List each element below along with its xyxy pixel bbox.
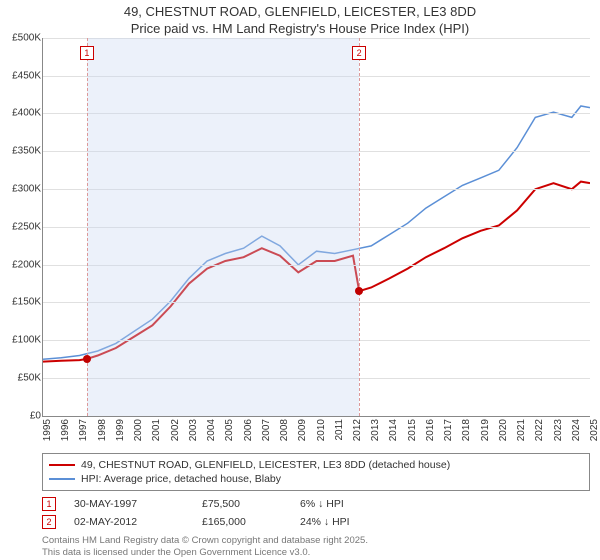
marker-label-2: 2	[352, 46, 366, 60]
transaction-date: 30-MAY-1997	[74, 498, 184, 510]
xtick-label: 2001	[151, 419, 162, 441]
ytick-label: £350K	[1, 146, 41, 157]
xtick-label: 2002	[170, 419, 181, 441]
xtick-label: 2023	[553, 419, 564, 441]
marker-label-1: 1	[80, 46, 94, 60]
xtick-label: 2006	[243, 419, 254, 441]
ytick-label: £500K	[1, 32, 41, 43]
xtick-label: 2005	[224, 419, 235, 441]
title-line-2: Price paid vs. HM Land Registry's House …	[0, 21, 600, 38]
transaction-dot	[83, 355, 91, 363]
xtick-label: 2007	[261, 419, 272, 441]
xtick-label: 2018	[461, 419, 472, 441]
xtick-label: 2019	[480, 419, 491, 441]
transaction-price: £165,000	[202, 516, 282, 528]
xtick-label: 2011	[334, 419, 345, 441]
xtick-label: 2024	[571, 419, 582, 441]
xtick-label: 1998	[97, 419, 108, 441]
xtick-label: 2014	[388, 419, 399, 441]
legend-item-price-paid: 49, CHESTNUT ROAD, GLENFIELD, LEICESTER,…	[49, 458, 583, 472]
xtick-label: 2022	[534, 419, 545, 441]
legend-item-hpi: HPI: Average price, detached house, Blab…	[49, 472, 583, 486]
ownership-period-shade	[87, 38, 359, 416]
xtick-label: 2009	[297, 419, 308, 441]
footer-line-2: This data is licensed under the Open Gov…	[42, 547, 590, 559]
legend-swatch-hpi	[49, 478, 75, 480]
transaction-dot	[355, 287, 363, 295]
marker-vline	[359, 38, 360, 416]
ytick-label: £150K	[1, 297, 41, 308]
xtick-label: 2004	[206, 419, 217, 441]
xtick-label: 2016	[425, 419, 436, 441]
transaction-marker-2: 2	[42, 515, 56, 529]
xtick-label: 1996	[60, 419, 71, 441]
xtick-label: 2015	[407, 419, 418, 441]
xtick-label: 2008	[279, 419, 290, 441]
footer-attribution: Contains HM Land Registry data © Crown c…	[42, 535, 590, 559]
ytick-label: £50K	[1, 372, 41, 383]
ytick-label: £250K	[1, 221, 41, 232]
xtick-label: 2021	[516, 419, 527, 441]
xtick-label: 2010	[316, 419, 327, 441]
transactions-table: 1 30-MAY-1997 £75,500 6% ↓ HPI 2 02-MAY-…	[42, 495, 590, 531]
ytick-label: £300K	[1, 183, 41, 194]
ytick-label: £450K	[1, 70, 41, 81]
xtick-label: 1999	[115, 419, 126, 441]
transaction-date: 02-MAY-2012	[74, 516, 184, 528]
title-line-1: 49, CHESTNUT ROAD, GLENFIELD, LEICESTER,…	[0, 4, 600, 21]
transaction-price: £75,500	[202, 498, 282, 510]
xtick-label: 2003	[188, 419, 199, 441]
ytick-label: £200K	[1, 259, 41, 270]
ytick-label: £0	[1, 410, 41, 421]
legend-label-hpi: HPI: Average price, detached house, Blab…	[81, 473, 281, 485]
xtick-label: 2025	[589, 419, 600, 441]
transaction-row: 1 30-MAY-1997 £75,500 6% ↓ HPI	[42, 495, 590, 513]
legend-swatch-price-paid	[49, 464, 75, 466]
x-axis-ticks: 1995 1996 1997 1998 1999 2000 2001 2002 2003 2004…	[42, 417, 590, 447]
transaction-row: 2 02-MAY-2012 £165,000 24% ↓ HPI	[42, 513, 590, 531]
xtick-label: 2013	[370, 419, 381, 441]
xtick-label: 2012	[352, 419, 363, 441]
chart-legend: 49, CHESTNUT ROAD, GLENFIELD, LEICESTER,…	[42, 453, 590, 491]
transaction-delta: 24% ↓ HPI	[300, 516, 420, 528]
footer-line-1: Contains HM Land Registry data © Crown c…	[42, 535, 590, 547]
xtick-label: 1997	[78, 419, 89, 441]
xtick-label: 1995	[42, 419, 53, 441]
chart-title: 49, CHESTNUT ROAD, GLENFIELD, LEICESTER,…	[0, 0, 600, 38]
xtick-label: 2017	[443, 419, 454, 441]
xtick-label: 2020	[498, 419, 509, 441]
ytick-label: £400K	[1, 108, 41, 119]
legend-label-price-paid: 49, CHESTNUT ROAD, GLENFIELD, LEICESTER,…	[81, 459, 450, 471]
transaction-delta: 6% ↓ HPI	[300, 498, 420, 510]
chart-plot-area: £0£50K£100K£150K£200K£250K£300K£350K£400…	[42, 38, 590, 417]
transaction-marker-1: 1	[42, 497, 56, 511]
ytick-label: £100K	[1, 335, 41, 346]
xtick-label: 2000	[133, 419, 144, 441]
